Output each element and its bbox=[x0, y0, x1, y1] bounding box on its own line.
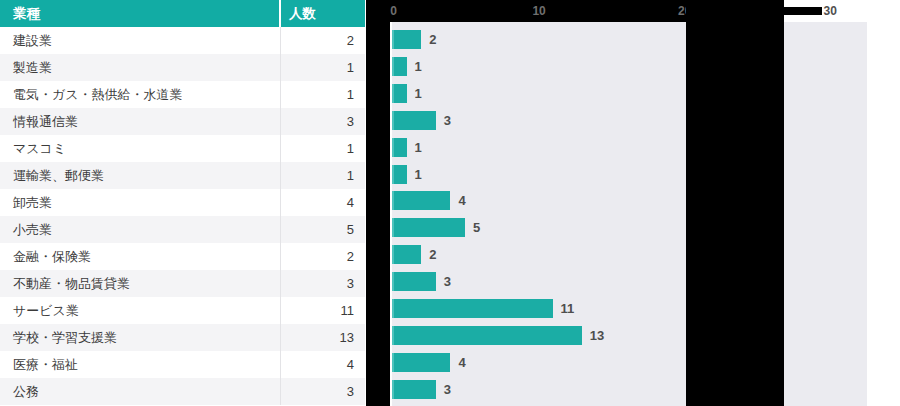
count-cell: 3 bbox=[281, 270, 365, 297]
table-row: 医療・福祉4 bbox=[0, 351, 365, 378]
bar-value-label: 1 bbox=[415, 138, 422, 157]
bar-医療・福祉 bbox=[392, 353, 450, 372]
count-cell: 11 bbox=[281, 297, 365, 324]
bar-卸売業 bbox=[392, 191, 450, 210]
count-cell: 4 bbox=[281, 189, 365, 216]
count-cell: 3 bbox=[281, 108, 365, 135]
industry-cell: 公務 bbox=[0, 378, 281, 405]
axis-zero-line bbox=[390, 22, 392, 406]
table-header-row: 業種 人数 bbox=[0, 0, 365, 27]
bar-value-label: 2 bbox=[429, 30, 436, 49]
table-row: サービス業11 bbox=[0, 297, 365, 324]
bar-不動産・物品賃貸業 bbox=[392, 272, 436, 291]
bar-value-label: 1 bbox=[415, 165, 422, 184]
industry-cell: 卸売業 bbox=[0, 189, 281, 216]
bar-電気・ガス・熱供給・水道業 bbox=[392, 84, 407, 103]
table-row: 卸売業4 bbox=[0, 189, 365, 216]
bar-公務 bbox=[392, 380, 436, 399]
bar-value-label: 4 bbox=[458, 353, 465, 372]
bar-小売業 bbox=[392, 218, 465, 237]
industry-cell: 建設業 bbox=[0, 27, 281, 54]
count-cell: 1 bbox=[281, 81, 365, 108]
count-cell: 13 bbox=[281, 324, 365, 351]
industry-table-body: 建設業2製造業1電気・ガス・熱供給・水道業1情報通信業3マスコミ1運輸業、郵便業… bbox=[0, 27, 365, 405]
chart-plot-area bbox=[390, 22, 867, 406]
vertical-black-band bbox=[686, 0, 784, 406]
industry-cell: マスコミ bbox=[0, 135, 281, 162]
count-cell: 2 bbox=[281, 27, 365, 54]
industry-cell: 情報通信業 bbox=[0, 108, 281, 135]
industry-cell: 不動産・物品賃貸業 bbox=[0, 270, 281, 297]
bar-value-label: 4 bbox=[458, 191, 465, 210]
table-row: 学校・学習支援業13 bbox=[0, 324, 365, 351]
top-axis-strip-tail bbox=[784, 7, 822, 15]
industry-cell: 小売業 bbox=[0, 216, 281, 243]
table-row: 建設業2 bbox=[0, 27, 365, 54]
count-cell: 3 bbox=[281, 378, 365, 405]
bar-マスコミ bbox=[392, 138, 407, 157]
bar-金融・保険業 bbox=[392, 245, 421, 264]
bar-value-label: 11 bbox=[561, 299, 575, 318]
header-count: 人数 bbox=[281, 0, 365, 27]
bottom-left-black-notch bbox=[372, 377, 390, 406]
table-row: 不動産・物品賃貸業3 bbox=[0, 270, 365, 297]
x-axis-tick-label: 30 bbox=[824, 3, 837, 19]
table-row: 電気・ガス・熱供給・水道業1 bbox=[0, 81, 365, 108]
bar-value-label: 3 bbox=[444, 111, 451, 130]
bar-value-label: 1 bbox=[415, 84, 422, 103]
count-cell: 1 bbox=[281, 54, 365, 81]
table-row: マスコミ1 bbox=[0, 135, 365, 162]
bar-建設業 bbox=[392, 30, 421, 49]
count-cell: 1 bbox=[281, 162, 365, 189]
bar-value-label: 13 bbox=[590, 326, 604, 345]
count-cell: 4 bbox=[281, 351, 365, 378]
industry-count-page: 業種 人数 建設業2製造業1電気・ガス・熱供給・水道業1情報通信業3マスコミ1運… bbox=[0, 0, 900, 406]
bar-value-label: 3 bbox=[444, 380, 451, 399]
industry-cell: 電気・ガス・熱供給・水道業 bbox=[0, 81, 281, 108]
count-cell: 2 bbox=[281, 243, 365, 270]
industry-table: 業種 人数 建設業2製造業1電気・ガス・熱供給・水道業1情報通信業3マスコミ1運… bbox=[0, 0, 365, 406]
bar-value-label: 3 bbox=[444, 272, 451, 291]
bar-情報通信業 bbox=[392, 111, 436, 130]
bar-value-label: 2 bbox=[429, 245, 436, 264]
left-black-strip bbox=[366, 0, 390, 406]
header-industry: 業種 bbox=[0, 0, 281, 27]
bar-運輸業、郵便業 bbox=[392, 165, 407, 184]
table-row: 公務3 bbox=[0, 378, 365, 405]
industry-cell: 製造業 bbox=[0, 54, 281, 81]
bar-サービス業 bbox=[392, 299, 553, 318]
x-axis-tick-label: 0 bbox=[390, 3, 397, 19]
industry-cell: 運輸業、郵便業 bbox=[0, 162, 281, 189]
industry-cell: サービス業 bbox=[0, 297, 281, 324]
industry-bar-chart: 0102030 2113114523111343 bbox=[366, 0, 900, 406]
industry-cell: 学校・学習支援業 bbox=[0, 324, 281, 351]
x-axis-tick-label: 10 bbox=[532, 3, 545, 19]
industry-cell: 金融・保険業 bbox=[0, 243, 281, 270]
bar-製造業 bbox=[392, 57, 407, 76]
count-cell: 5 bbox=[281, 216, 365, 243]
bar-value-label: 5 bbox=[473, 218, 480, 237]
table-row: 金融・保険業2 bbox=[0, 243, 365, 270]
table-row: 運輸業、郵便業1 bbox=[0, 162, 365, 189]
table-row: 情報通信業3 bbox=[0, 108, 365, 135]
count-cell: 1 bbox=[281, 135, 365, 162]
bar-value-label: 1 bbox=[415, 57, 422, 76]
table-row: 小売業5 bbox=[0, 216, 365, 243]
industry-cell: 医療・福祉 bbox=[0, 351, 281, 378]
bar-学校・学習支援業 bbox=[392, 326, 582, 345]
table-row: 製造業1 bbox=[0, 54, 365, 81]
